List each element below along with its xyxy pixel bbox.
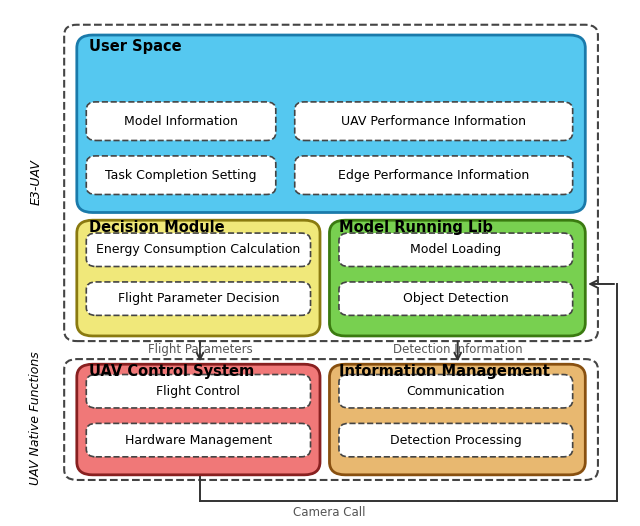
FancyBboxPatch shape xyxy=(86,233,310,267)
Text: Decision Module: Decision Module xyxy=(90,220,225,235)
Text: Flight Parameter Decision: Flight Parameter Decision xyxy=(118,292,279,305)
Text: Task Completion Setting: Task Completion Setting xyxy=(106,169,257,181)
Text: Edge Performance Information: Edge Performance Information xyxy=(338,169,529,181)
Text: UAV Performance Information: UAV Performance Information xyxy=(341,115,526,128)
Text: Camera Call: Camera Call xyxy=(292,506,365,519)
FancyBboxPatch shape xyxy=(295,102,573,140)
Text: Flight Parameters: Flight Parameters xyxy=(148,343,252,356)
FancyBboxPatch shape xyxy=(339,233,573,267)
Text: Model Information: Model Information xyxy=(124,115,238,128)
FancyBboxPatch shape xyxy=(295,156,573,195)
Text: Detection Processing: Detection Processing xyxy=(390,433,522,447)
Text: Communication: Communication xyxy=(406,385,505,398)
Text: Model Running Lib: Model Running Lib xyxy=(339,220,493,235)
FancyBboxPatch shape xyxy=(86,156,276,195)
Text: Hardware Management: Hardware Management xyxy=(125,433,272,447)
FancyBboxPatch shape xyxy=(77,220,320,336)
FancyBboxPatch shape xyxy=(77,364,320,475)
Text: User Space: User Space xyxy=(90,39,182,54)
FancyBboxPatch shape xyxy=(339,282,573,316)
Text: Flight Control: Flight Control xyxy=(156,385,241,398)
Text: UAV Native Functions: UAV Native Functions xyxy=(29,351,42,485)
Text: E3-UAV: E3-UAV xyxy=(29,159,42,205)
FancyBboxPatch shape xyxy=(86,282,310,316)
FancyBboxPatch shape xyxy=(339,375,573,408)
FancyBboxPatch shape xyxy=(86,102,276,140)
Text: Detection Information: Detection Information xyxy=(393,343,522,356)
Text: Information Management: Information Management xyxy=(339,364,550,379)
Text: Object Detection: Object Detection xyxy=(403,292,509,305)
FancyBboxPatch shape xyxy=(64,359,598,480)
FancyBboxPatch shape xyxy=(86,423,310,457)
Text: Energy Consumption Calculation: Energy Consumption Calculation xyxy=(96,244,301,256)
FancyBboxPatch shape xyxy=(339,423,573,457)
FancyBboxPatch shape xyxy=(330,364,586,475)
FancyBboxPatch shape xyxy=(330,220,586,336)
FancyBboxPatch shape xyxy=(77,35,586,213)
Text: UAV Control System: UAV Control System xyxy=(90,364,255,379)
FancyBboxPatch shape xyxy=(86,375,310,408)
Text: Model Loading: Model Loading xyxy=(410,244,501,256)
FancyBboxPatch shape xyxy=(64,25,598,341)
